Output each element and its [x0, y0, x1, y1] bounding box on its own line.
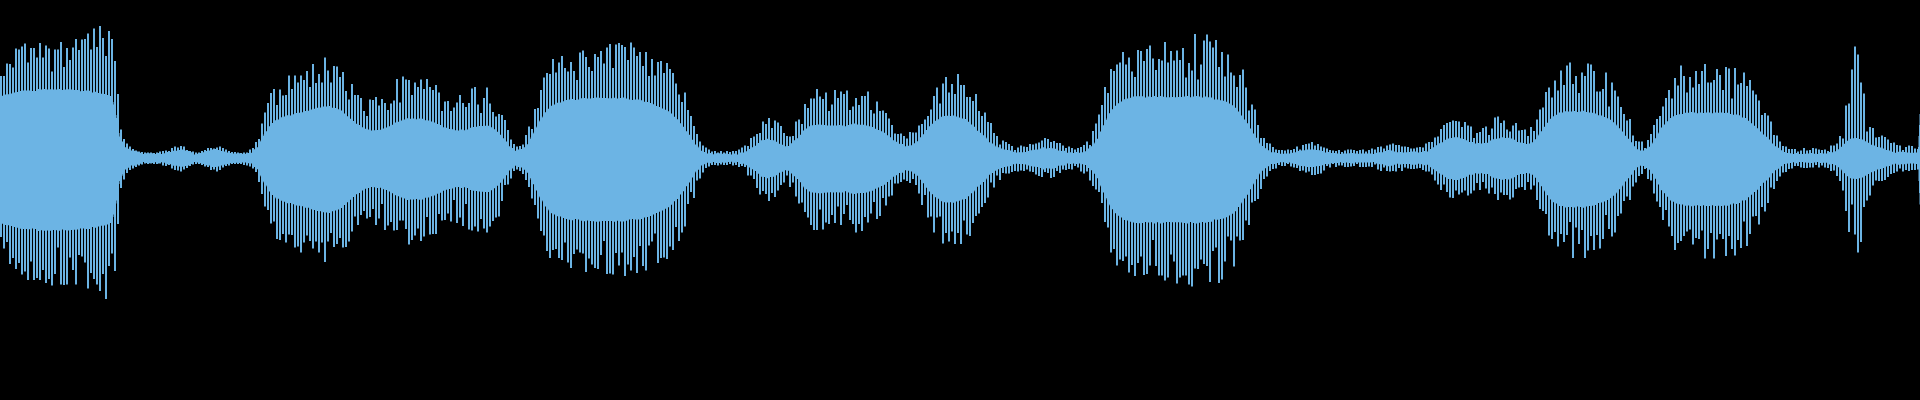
waveform-body-envelope	[0, 88, 1920, 232]
